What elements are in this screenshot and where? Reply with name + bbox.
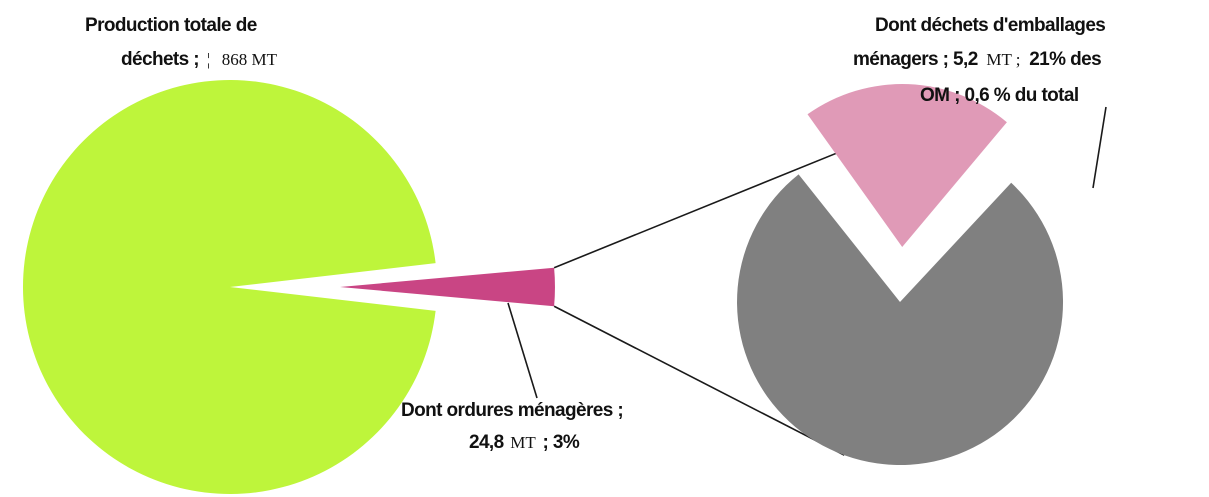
pie-slice-autres-om [737,174,1064,466]
label-pack-rest: 21% des [1029,49,1101,70]
label-total-line2: déchets ; ¦ 868 MT [121,49,278,70]
label-om-line1: Dont ordures ménagères ; [401,400,623,421]
label-om-line2: 24,8 MT ; 3% [469,432,580,453]
pie-slice-ordures-menageres [340,267,555,307]
connector-line-bottom [553,305,845,456]
label-pack-line3: OM ; 0,6 % du total [920,85,1079,106]
label-pack-unit: MT ; [986,50,1020,69]
label-pack-line1: Dont déchets d'emballages [875,15,1105,36]
label-om-unit: MT [510,433,536,452]
leader-line-om [507,302,538,399]
pie-slice-total [22,80,436,495]
label-om-rest: ; 3% [542,432,579,453]
label-pack-text: ménagers ; 5,2 [853,49,978,70]
label-total-sep: ¦ [207,50,210,69]
connector-line-top [553,143,859,269]
label-pack-line2: ménagers ; 5,2 MT ; 21% des [853,49,1101,70]
label-total-text: déchets ; [121,49,199,70]
pie-slice-emballages [807,84,1007,247]
label-om-value: 24,8 [469,432,504,453]
label-total-line1: Production totale de [85,15,257,36]
label-total-value: 868 MT [222,50,278,69]
leader-line-emballages [1092,106,1107,189]
